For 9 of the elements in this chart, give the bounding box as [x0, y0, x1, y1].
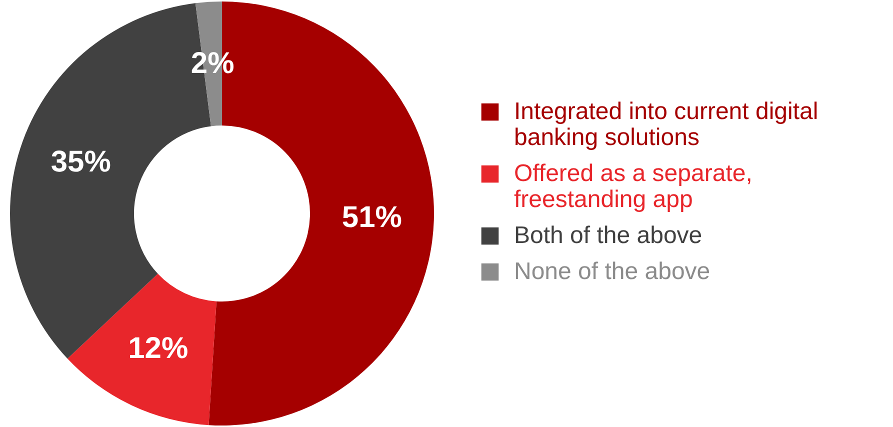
- data-label: 51%: [342, 201, 402, 234]
- data-label: 2%: [190, 46, 234, 80]
- legend-label: Both of the above: [514, 222, 702, 249]
- legend-label: Integrated into current digital banking solutions: [514, 98, 818, 151]
- data-label: 35%: [50, 146, 111, 179]
- legend-label: None of the above: [514, 258, 710, 285]
- data-label: 12%: [128, 332, 188, 366]
- donut-slice: [67, 274, 216, 426]
- legend-label: Offered as a separate, freestanding app: [514, 160, 752, 213]
